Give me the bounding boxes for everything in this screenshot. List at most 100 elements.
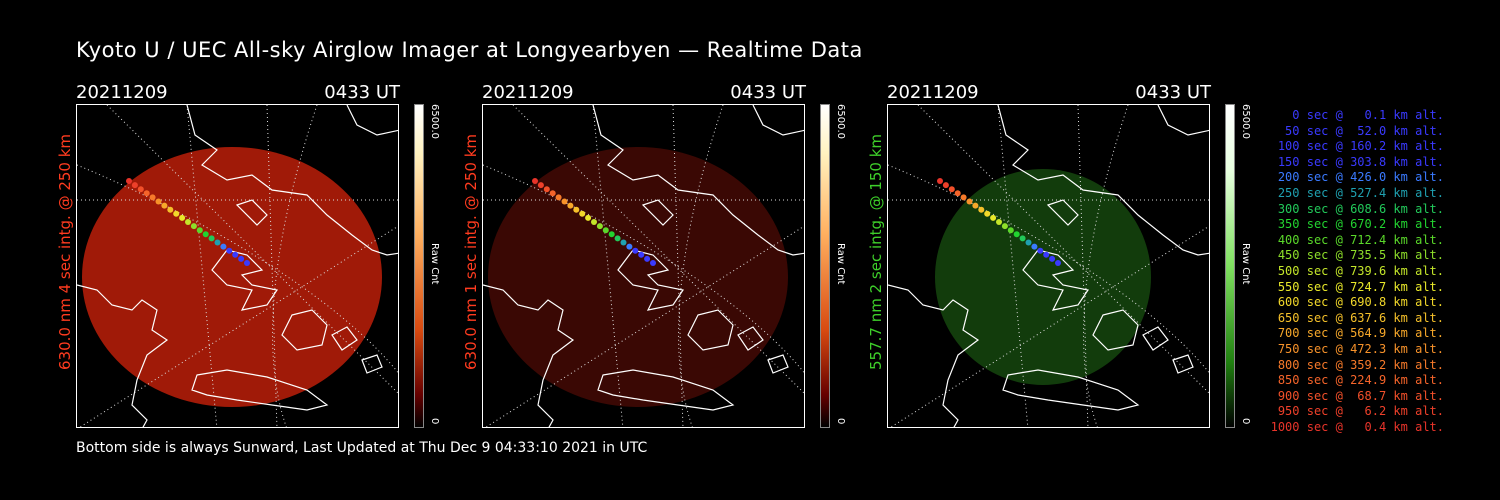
coastline xyxy=(77,105,398,427)
trajectory-point xyxy=(632,247,639,254)
trajectory-point xyxy=(984,210,991,217)
legend-entry: 950 sec @ 6.2 km alt. xyxy=(1277,404,1444,419)
coastline xyxy=(888,105,1209,427)
legend-entry: 300 sec @ 608.6 km alt. xyxy=(1277,201,1444,216)
airglow-disk xyxy=(488,147,788,407)
legend-entry: 450 sec @ 735.5 km alt. xyxy=(1277,248,1444,263)
lat-lon-grid xyxy=(77,105,398,427)
trajectory-point xyxy=(232,251,239,258)
lat-lon-grid xyxy=(888,105,1209,427)
trajectory-point xyxy=(1031,243,1038,250)
trajectory-point xyxy=(537,182,544,189)
trajectory-point xyxy=(1043,251,1050,258)
trajectory-point xyxy=(543,186,550,193)
panel-3-image xyxy=(887,104,1210,428)
trajectory-point xyxy=(591,219,597,225)
trajectory-point xyxy=(966,198,973,205)
trajectory-point xyxy=(978,206,985,213)
trajectory-point xyxy=(549,190,556,197)
trajectory-point xyxy=(137,186,144,193)
airglow-disk xyxy=(935,169,1151,385)
trajectory-point xyxy=(190,223,197,230)
trajectory-point xyxy=(131,182,138,189)
trajectory-point xyxy=(942,182,949,189)
trajectory-point xyxy=(602,227,609,234)
panel-3-cbar-label: Raw Cnt xyxy=(1240,243,1251,285)
trajectory-point xyxy=(585,214,592,221)
trajectory-point xyxy=(161,202,168,209)
trajectory-point xyxy=(126,178,132,184)
legend-entry: 350 sec @ 670.2 km alt. xyxy=(1277,217,1444,232)
trajectory-point xyxy=(1019,235,1026,242)
panel-1-colorbar xyxy=(414,104,424,428)
trajectory-point xyxy=(214,239,221,246)
legend-entry: 800 sec @ 359.2 km alt. xyxy=(1277,357,1444,372)
panel-3-colorbar xyxy=(1225,104,1235,428)
panel-2-time: 0433 UT xyxy=(730,82,806,103)
panel-3-time: 0433 UT xyxy=(1135,82,1211,103)
trajectory-point xyxy=(608,231,615,238)
trajectory-point xyxy=(179,214,186,221)
trajectory-point xyxy=(532,178,538,184)
trajectory-point xyxy=(937,178,943,184)
panel-3-date: 20211209 xyxy=(887,82,979,103)
trajectory-point xyxy=(1007,227,1014,234)
footer-status: Bottom side is always Sunward, Last Upda… xyxy=(76,440,648,456)
panel-1-label: 630.0 nm 4 sec intg. @ 250 km xyxy=(56,133,74,370)
allsky-map xyxy=(483,105,804,427)
trajectory-point xyxy=(996,219,1002,225)
panel-1-date: 20211209 xyxy=(76,82,168,103)
trajectory-legend: 0 sec @ 0.1 km alt. 50 sec @ 52.0 km alt.… xyxy=(1262,108,1444,435)
trajectory-point xyxy=(960,194,967,201)
trajectory-point xyxy=(1013,231,1020,238)
trajectory-point xyxy=(614,235,621,242)
trajectory-point xyxy=(196,227,203,234)
panel-3-cbar-max: 6500.0 xyxy=(1240,104,1251,139)
legend-entry: 250 sec @ 527.4 km alt. xyxy=(1277,185,1444,200)
panel-1-time: 0433 UT xyxy=(324,82,400,103)
panel-3-cbar-min: 0 xyxy=(1240,418,1251,425)
panel-2-date: 20211209 xyxy=(482,82,574,103)
trajectory-point xyxy=(185,219,191,225)
page-title: Kyoto U / UEC All-sky Airglow Imager at … xyxy=(76,38,863,62)
panel-2-label: 630.0 nm 1 sec intg. @ 250 km xyxy=(462,133,480,370)
trajectory-point xyxy=(1025,239,1032,246)
legend-entry: 150 sec @ 303.8 km alt. xyxy=(1277,154,1444,169)
trajectory-point xyxy=(220,243,227,250)
trajectory-point xyxy=(208,235,215,242)
trajectory-point xyxy=(644,255,651,262)
trajectory-point xyxy=(620,239,627,246)
trajectory-point xyxy=(1001,223,1008,230)
trajectory-point xyxy=(244,260,250,266)
trajectory-point xyxy=(155,198,162,205)
trajectory-point xyxy=(626,243,633,250)
panel-2-cbar-min: 0 xyxy=(835,418,846,425)
legend-entry: 0 sec @ 0.1 km alt. xyxy=(1292,108,1444,122)
trajectory-point xyxy=(638,251,645,258)
lat-lon-grid xyxy=(483,105,804,427)
panel-3-label: 557.7 nm 2 sec intg. @ 150 km xyxy=(867,133,885,370)
trajectory-point xyxy=(143,190,150,197)
legend-entry: 900 sec @ 68.7 km alt. xyxy=(1277,388,1444,403)
trajectory-point xyxy=(167,206,174,213)
trajectory-point xyxy=(990,214,997,221)
allsky-map xyxy=(77,105,398,427)
legend-entry: 400 sec @ 712.4 km alt. xyxy=(1277,232,1444,247)
trajectory-point xyxy=(948,186,955,193)
panel-1-cbar-label: Raw Cnt xyxy=(429,243,440,285)
legend-entry: 100 sec @ 160.2 km alt. xyxy=(1277,139,1444,154)
trajectory-point xyxy=(596,223,603,230)
legend-entry: 750 sec @ 472.3 km alt. xyxy=(1277,341,1444,356)
trajectory-point xyxy=(226,247,233,254)
allsky-map xyxy=(888,105,1209,427)
panel-1-cbar-min: 0 xyxy=(429,418,440,425)
trajectory-point xyxy=(555,194,562,201)
legend-entry: 200 sec @ 426.0 km alt. xyxy=(1277,170,1444,185)
trajectory-point xyxy=(1037,247,1044,254)
legend-entry: 600 sec @ 690.8 km alt. xyxy=(1277,295,1444,310)
trajectory-point xyxy=(650,260,656,266)
trajectory-point xyxy=(573,206,580,213)
coastline xyxy=(483,105,804,427)
panel-2-cbar-max: 6500.0 xyxy=(835,104,846,139)
trajectory-point xyxy=(954,190,961,197)
